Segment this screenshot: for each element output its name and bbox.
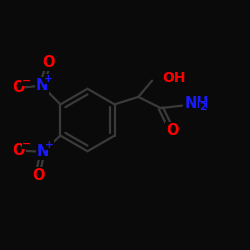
Text: 2: 2 — [199, 102, 206, 112]
Text: −: − — [22, 138, 32, 148]
Text: O: O — [32, 168, 45, 183]
Text: O: O — [12, 80, 24, 95]
Text: O: O — [42, 55, 55, 70]
Text: +: + — [45, 140, 54, 150]
Text: OH: OH — [162, 70, 186, 85]
Text: O: O — [13, 143, 25, 158]
Text: N: N — [36, 144, 48, 160]
Text: +: + — [44, 74, 53, 84]
Text: N: N — [36, 78, 48, 93]
Text: NH: NH — [185, 96, 210, 111]
Text: −: − — [22, 76, 31, 86]
Text: O: O — [166, 123, 178, 138]
